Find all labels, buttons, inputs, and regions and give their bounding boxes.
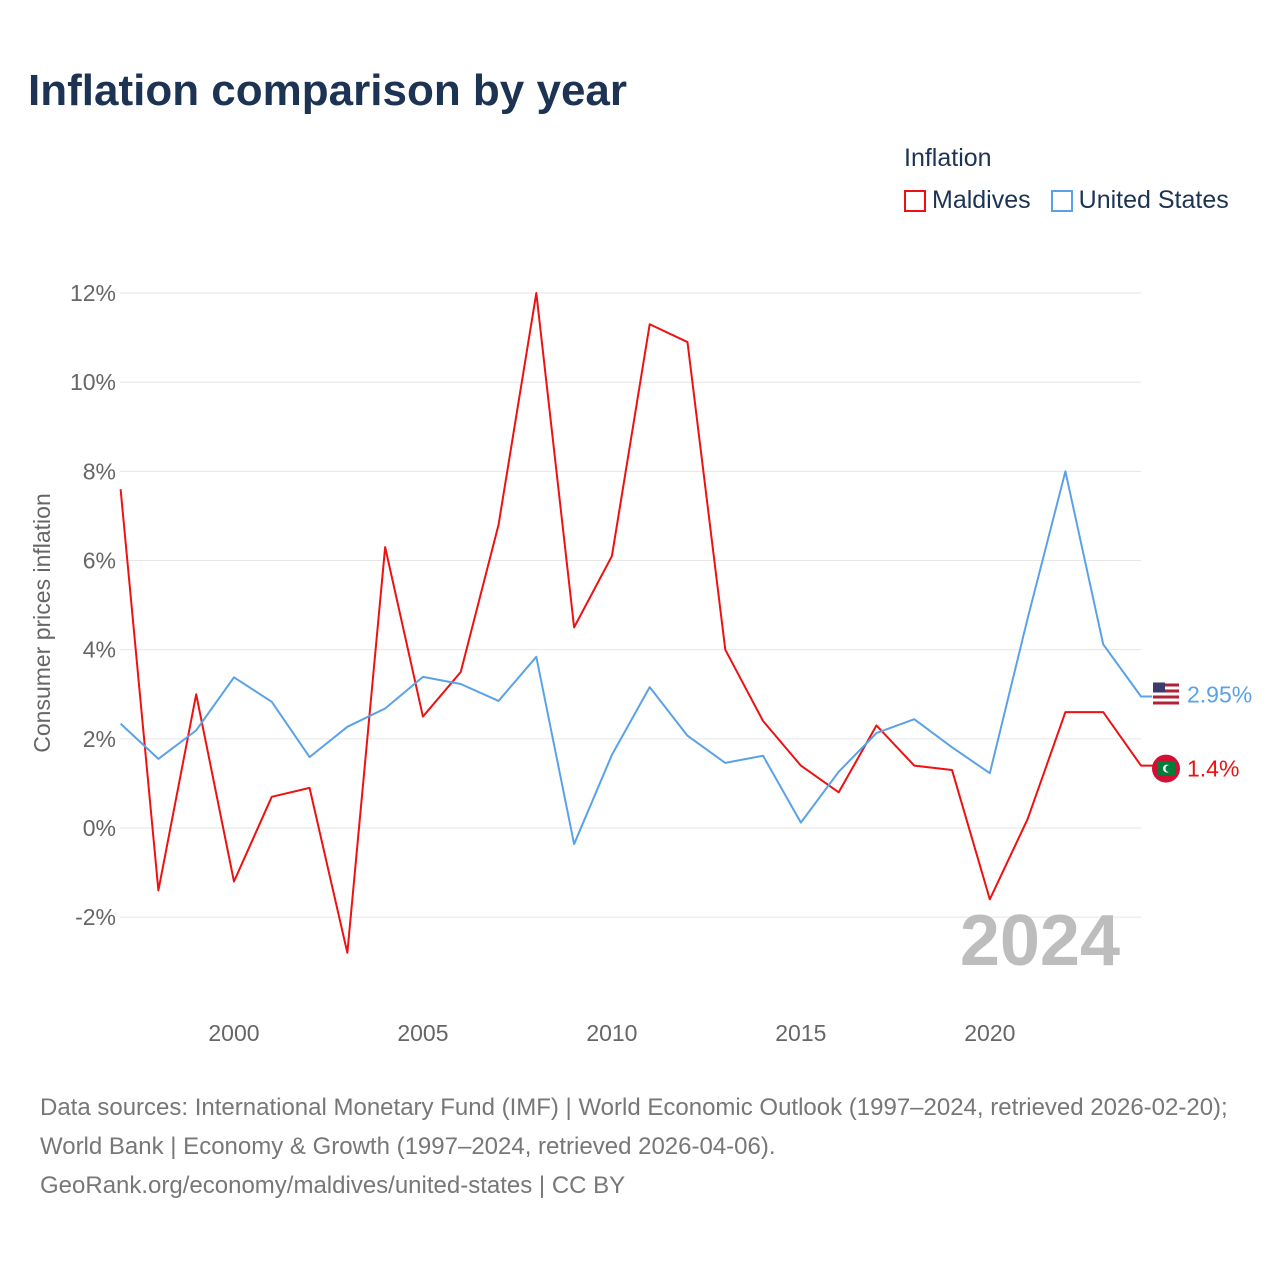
legend: Maldives United States bbox=[904, 186, 1229, 215]
crescent-icon-cut bbox=[1165, 765, 1173, 773]
data-point bbox=[231, 878, 237, 884]
y-tick-label: 8% bbox=[83, 458, 116, 484]
data-point bbox=[1138, 763, 1144, 769]
data-point bbox=[684, 733, 690, 739]
data-point bbox=[647, 321, 653, 327]
data-point bbox=[193, 727, 199, 733]
data-point bbox=[798, 820, 804, 826]
y-tick-label: -2% bbox=[75, 904, 116, 930]
x-tick-label: 2015 bbox=[775, 1020, 826, 1046]
data-point bbox=[1062, 468, 1068, 474]
data-point bbox=[496, 698, 502, 704]
data-point bbox=[533, 290, 539, 296]
legend-title: Inflation bbox=[904, 144, 992, 172]
data-point bbox=[269, 699, 275, 705]
data-point bbox=[382, 544, 388, 550]
legend-swatch-united-states bbox=[1050, 189, 1073, 212]
data-point bbox=[949, 767, 955, 773]
x-tick-label: 2000 bbox=[208, 1020, 259, 1046]
y-tick-label: 6% bbox=[83, 548, 116, 574]
y-axis-label: Consumer prices inflation bbox=[29, 493, 55, 753]
us-flag-canton bbox=[1153, 682, 1165, 693]
data-point bbox=[571, 624, 577, 630]
data-point bbox=[420, 714, 426, 720]
legend-swatch-maldives bbox=[904, 189, 926, 212]
legend-label: United States bbox=[1078, 186, 1229, 214]
chart-title: Inflation comparison by year bbox=[28, 66, 628, 115]
x-tick-label: 2020 bbox=[964, 1020, 1015, 1046]
data-sources: Data sources: International Monetary Fun… bbox=[40, 1094, 1228, 1160]
data-point bbox=[231, 674, 237, 680]
data-point bbox=[1025, 615, 1031, 621]
series-line-maldives bbox=[119, 292, 1155, 954]
data-point bbox=[987, 896, 993, 902]
data-point bbox=[118, 721, 124, 727]
data-point bbox=[760, 718, 766, 724]
data-point bbox=[647, 684, 653, 690]
data-point bbox=[533, 654, 539, 660]
legend-item-maldives[interactable]: Maldives bbox=[904, 186, 1031, 215]
data-point bbox=[760, 753, 766, 759]
data-point bbox=[496, 522, 502, 528]
y-tick-label: 10% bbox=[70, 369, 116, 395]
data-point bbox=[155, 887, 161, 893]
data-point bbox=[722, 647, 728, 653]
data-point bbox=[420, 674, 426, 680]
us-flag-stripe bbox=[1153, 701, 1179, 705]
data-point bbox=[836, 769, 842, 775]
data-point bbox=[873, 730, 879, 736]
data-point bbox=[193, 691, 199, 697]
end-value-label: 1.4% bbox=[1187, 756, 1239, 782]
data-point bbox=[382, 706, 388, 712]
data-point bbox=[571, 841, 577, 847]
data-point bbox=[609, 752, 615, 758]
legend-item-united-states[interactable]: United States bbox=[1050, 186, 1229, 215]
data-point bbox=[609, 553, 615, 559]
y-tick-label: 2% bbox=[83, 726, 116, 752]
data-point bbox=[1100, 709, 1106, 715]
data-point bbox=[269, 794, 275, 800]
data-point bbox=[911, 763, 917, 769]
footer: Data sources: International Monetary Fun… bbox=[40, 1088, 1250, 1205]
year-annotation: 2024 bbox=[960, 901, 1120, 981]
data-point bbox=[1138, 693, 1144, 699]
data-point bbox=[344, 950, 350, 956]
data-point bbox=[873, 722, 879, 728]
legend-label: Maldives bbox=[932, 186, 1031, 214]
data-point bbox=[836, 789, 842, 795]
data-point bbox=[458, 669, 464, 675]
data-point bbox=[118, 486, 124, 492]
x-tick-label: 2005 bbox=[397, 1020, 448, 1046]
data-point bbox=[458, 681, 464, 687]
source-link[interactable]: GeoRank.org/economy/maldives/united-stat… bbox=[40, 1172, 626, 1199]
us-flag-stripe bbox=[1153, 683, 1179, 687]
data-point bbox=[911, 716, 917, 722]
us-flag-stripe bbox=[1153, 689, 1179, 693]
data-point bbox=[722, 760, 728, 766]
data-point bbox=[684, 339, 690, 345]
y-tick-label: 0% bbox=[83, 815, 116, 841]
data-point bbox=[155, 756, 161, 762]
y-tick-label: 4% bbox=[83, 637, 116, 663]
us-flag-stripe bbox=[1153, 695, 1179, 699]
y-tick-label: 12% bbox=[70, 280, 116, 306]
data-point bbox=[307, 754, 313, 760]
data-point bbox=[1100, 641, 1106, 647]
data-point bbox=[307, 785, 313, 791]
data-point bbox=[1025, 816, 1031, 822]
data-point bbox=[949, 744, 955, 750]
data-point bbox=[344, 724, 350, 730]
series-line-united-states bbox=[119, 470, 1155, 846]
data-point bbox=[798, 763, 804, 769]
data-point bbox=[987, 770, 993, 776]
end-value-label: 2.95% bbox=[1187, 681, 1252, 707]
data-point bbox=[1062, 709, 1068, 715]
x-tick-label: 2010 bbox=[586, 1020, 637, 1046]
